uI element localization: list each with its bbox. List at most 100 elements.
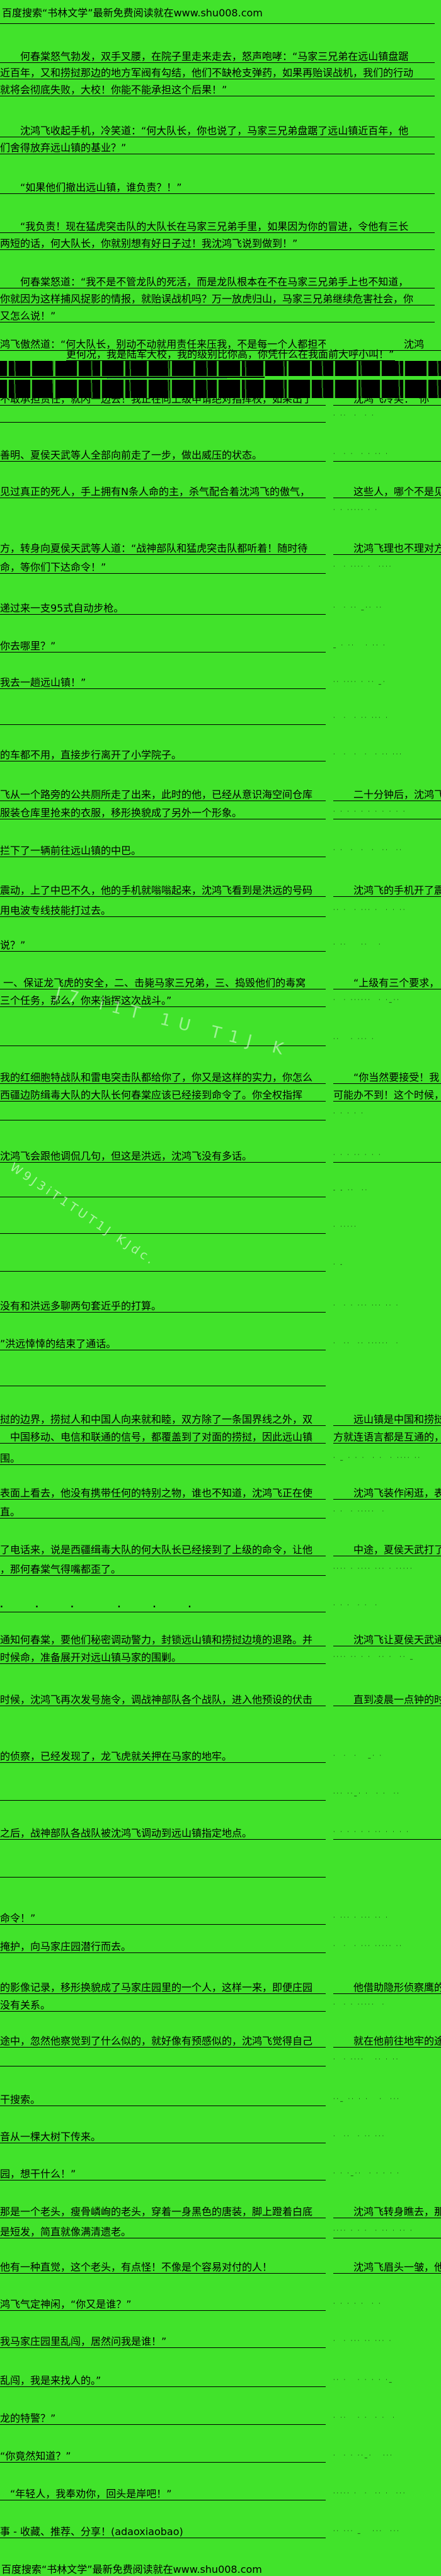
artifact-dots: · · ·_·· · · · · · xyxy=(333,2170,401,2176)
artifact-dots: · · · ····· · xyxy=(333,2002,386,2007)
text-line-right: 沈鸿飞眉头一皱，他 xyxy=(333,2262,441,2274)
text-line: 掩护，向马家庄园潜行而去。 · · · ··· ····· ·· xyxy=(0,1941,441,1953)
text-line-left: 们舍得放弃远山镇的基业？” xyxy=(0,142,435,154)
text-line: 挝的边界，捞挝人和中国人向来就和睦，双方除了一条国界线之外，双 远山镇是中国和捞… xyxy=(0,1414,441,1426)
text-line: 我去一趟远山镇！” ·· ···· · ·· _· xyxy=(0,677,441,689)
text-line-left: 掩护，向马家庄园潜行而去。 xyxy=(0,1941,326,1953)
text-line-left: 龙的特警？” xyxy=(0,2413,326,2425)
text-line: ”洪远悻悻的结束了通话。 · ·· ·· ······ · xyxy=(0,1338,441,1350)
text-line-left: 音从一棵大树下传来。 xyxy=(0,2131,326,2143)
text-line: 何春棠怒道：“我不是不管龙队的死活，而是龙队根本在不在马家三兄弟手上也不知道， xyxy=(0,276,441,288)
artifact-dots: ·· · · ··· · · · ·· xyxy=(333,907,407,913)
text-line: 之后，战神部队各战队被沈鸿飞调动到远山镇指定地点。 · · · · · · ·· … xyxy=(0,1828,441,1840)
text-line-right: 远山镇是中国和捞挝 xyxy=(333,1414,441,1426)
text-line: 用电波专线技能打过去。 ·· · · ··· · · · ·· xyxy=(0,905,441,917)
text-line: 震动，上了中巴不久，他的手机就嗡嗡起来，沈鸿飞看到是洪远的号码 沈鸿飞的手机开了… xyxy=(0,885,441,897)
artifact-dots: · · · ·· ··· · xyxy=(333,715,389,721)
text-line: ··· ··_· · · · ·· xyxy=(0,1789,441,1801)
text-line-left: 干搜索。 xyxy=(0,2094,326,2106)
text-line-left: “如果他们撤出远山镇，谁负责？！” xyxy=(0,182,435,194)
artifact-dots: · · · ··_· ··· xyxy=(333,2453,394,2458)
text-line-left: 的侦察，已经发现了，龙飞虎就关押在马家的地牢。 xyxy=(0,1751,326,1763)
artifact-dots: · · ······ · ·_·· xyxy=(333,997,401,1003)
text-line-right: 沈鸿飞的手机开了震 xyxy=(333,885,441,897)
text-line: 鸿飞气定神闲，“你又是谁？” · · · · · · · xyxy=(0,2299,441,2311)
text-line: 我马家庄园里乱闯，居然问我是谁！” · · ··· ·· ··· · xyxy=(0,2336,441,2348)
text-line: “如果他们撤出远山镇，谁负责？！” xyxy=(0,182,441,194)
text-line: “我负责！现在猛虎突击队的大队长在马家三兄弟手里，如果因为你的冒进，令他有三长 xyxy=(0,221,441,233)
text-line-right: 直到凌晨一点钟的时 xyxy=(333,1694,441,1706)
text-line-left: 就将会彻底失败，大校！你能不能承担这个后果！” xyxy=(0,84,435,96)
text-line-left: 更何况，我是陆军大校，我的级别比你高，你凭什么在我面前大呼小叫！” xyxy=(66,349,396,361)
text-line-left xyxy=(0,411,326,423)
artifact-dots: · · · · · · · xyxy=(333,2301,382,2306)
text-line-left xyxy=(0,713,326,725)
text-line: 的车都不用，直接步行离开了小学院子。 · · · · · ·· ··· xyxy=(0,749,441,761)
text-line: 没有和洪远多聊两句套近乎的打算。 · · · ··· ··· ·· · xyxy=(0,1301,441,1313)
artifact-dots: ···· · ···· ··· · ····· xyxy=(333,1566,414,1571)
artifact-dots: · · · ··· ····· ·· xyxy=(333,1943,403,1949)
text-line-left: 沈鸿飞会跟他调侃几句，但这是洪远，沈鸿飞没有多话。 xyxy=(0,1151,326,1163)
artifact-dots: · · ····· · · xyxy=(333,507,379,513)
text-line-right: 沈鸿飞转身瞧去，那 xyxy=(333,2206,441,2218)
text-line-left: 挝的边界，捞挝人和中国人向来就和睦，双方除了一条国界线之外，双 xyxy=(0,1414,326,1426)
text-line-left xyxy=(0,1866,326,1878)
text-line: · ·· · · · xyxy=(0,411,441,423)
text-line: 就将会彻底失败，大校！你能不能承担这个后果！” xyxy=(0,84,441,96)
text-line: · - xyxy=(0,1260,441,1272)
artifact-dots: · · · ····· · xyxy=(333,1508,386,1514)
text-line-left xyxy=(0,2055,326,2066)
text-line-left: “你竟然知道？” xyxy=(0,2451,326,2463)
text-line-left: 鸿飞气定神闲，“你又是谁？” xyxy=(0,2299,326,2311)
text-line-left: 何春棠怒道：“我不是不管龙队的死活，而是龙队根本在不在马家三兄弟手上也不知道， xyxy=(0,276,435,288)
text-line: 事 - 收藏、推荐、分享！(adaoxiaobao) ·· ··· _ ··· ·… xyxy=(0,2526,441,2538)
text-line: 方，转身向夏侯天武等人道：“战神部队和猛虎突击队都听着！随时待 沈鸿飞理也不理对… xyxy=(0,543,441,555)
text-line: 时候，沈鸿飞再次发号施令，调战神部队各个战队，进入他预设的伏击 直到凌晨一点钟的… xyxy=(0,1694,441,1706)
text-line-left: 又怎么说！” xyxy=(0,311,435,322)
text-line xyxy=(0,13,441,24)
text-line: - - ·· ·· xyxy=(0,1186,441,1197)
text-line-left: 命，等你们下达命令！” xyxy=(0,562,326,574)
text-line: . . . . . . · · · · · · xyxy=(0,1600,441,1612)
artifact-dots: · · · ·· · · · xyxy=(333,1151,441,1163)
text-line-left: 拦下了一辆前往远山镇的中巴。 xyxy=(0,845,326,857)
text-line: 音从一棵大树下传来。 · ·· · ·· ··· xyxy=(0,2131,441,2143)
text-line-left: 见过真正的死人，手上拥有N条人命的主，杀气配合着沈鸿飞的傲气， xyxy=(0,486,326,498)
text-line: 直。 · · · ····· · xyxy=(0,1507,441,1519)
text-line-right: “上级有三个要求， xyxy=(333,977,441,989)
text-line: 沈鸿飞收起手机，冷笑道：“何大队长，你也说了，马家三兄弟盘踞了远山镇近百年，他 xyxy=(0,125,441,137)
text-line: 鸿飞傲然道：“何大队长，别动不动就用责任来压我，不是每一个人都担不起责任的！ 沈… xyxy=(0,339,441,351)
glitch-line-segment xyxy=(0,377,265,378)
text-line-left: 何春棠怒气勃发，双手叉腰，在院子里走来走去，怒声咆哮：“马家三兄弟在远山镇盘踞 xyxy=(0,51,435,63)
text-line: 时候命，准备展开对远山镇马家的围剿。 ···· ·· · · ·· · ·· _ xyxy=(0,1652,441,1664)
artifact-dots: · ·· ·· ······ · xyxy=(333,1340,400,1346)
text-line: 的侦察，已经发现了，龙飞虎就关押在马家的地牢。 · · · _· · xyxy=(0,1751,441,1763)
text-line-right: 这些人，哪个不是见 xyxy=(333,486,441,498)
text-line: 递过来一支95式自动步枪。 · · ·· _·· ·· xyxy=(0,603,441,615)
artifact-dots: ·· · · · · · ·_ xyxy=(333,2377,394,2383)
text-line: 围。 · _ · · · · · · ···· ·· xyxy=(0,1453,441,1465)
text-line-left: 的车都不用，直接步行离开了小学院子。 xyxy=(0,749,326,761)
text-line-left: 你就因为这样捕风捉影的情报，就贻误战机吗？万一放虎归山，马家三兄弟继续危害社会，… xyxy=(0,294,435,305)
text-line-left: 方，转身向夏侯天武等人道：“战神部队和猛虎突击队都听着！随时待 xyxy=(0,543,326,555)
text-line: · · ····· · · xyxy=(0,506,441,517)
text-line: 通知何春棠，要他们秘密调动警力，封锁远山镇和捞挝边境的退路。并 沈鸿飞让夏侯天武… xyxy=(0,1634,441,1646)
text-line: 飞从一个路旁的公共厕所走了出来，此时的他，已经从意识海空间仓库 二十分钟后，沈鸿… xyxy=(0,789,441,801)
text-line: 近百年，又和捞挝那边的地方军阀有勾结，他们不缺枪支弹药，如果再贻误战机，我们的行… xyxy=(0,67,441,79)
text-line-left xyxy=(0,1374,326,1386)
text-line-left: 围。 xyxy=(0,1453,326,1465)
text-line: 见过真正的死人，手上拥有N条人命的主，杀气配合着沈鸿飞的傲气， 这些人，哪个不是… xyxy=(0,486,441,498)
text-line-right: 沈鸿飞让夏侯天武通 xyxy=(333,1634,441,1646)
text-line: 我的红细胞特战队和雷电突击队都给你了，你又是这样的实力，你怎么 “你当然要接受！… xyxy=(0,1072,441,1084)
text-line-left: 服装仓库里抢来的衣服，移形换貌成了另外一个形象。 xyxy=(0,807,326,819)
text-line-left xyxy=(0,1185,326,1197)
text-line-left: . . . . . . xyxy=(0,1600,326,1612)
text-line-left xyxy=(0,1789,326,1801)
text-line-left: 园，想干什么！” xyxy=(0,2169,326,2180)
artifact-dots: · · ··· ·· ··· · xyxy=(333,2338,393,2344)
text-line: 你去哪里？” _ · ·· · ·· · xyxy=(0,641,441,653)
text-line-right: 沈鸿飞装作闲逛，表 xyxy=(333,1488,441,1500)
artifact-dots: ·· · ··· · xyxy=(333,1036,375,1042)
artifact-dots: · · ·· _·· ·· xyxy=(333,605,384,610)
text-line-left: 表面上看去，他没有携带任何的特别之物，谁也不知道，沈鸿飞正在使 xyxy=(0,1488,326,1500)
